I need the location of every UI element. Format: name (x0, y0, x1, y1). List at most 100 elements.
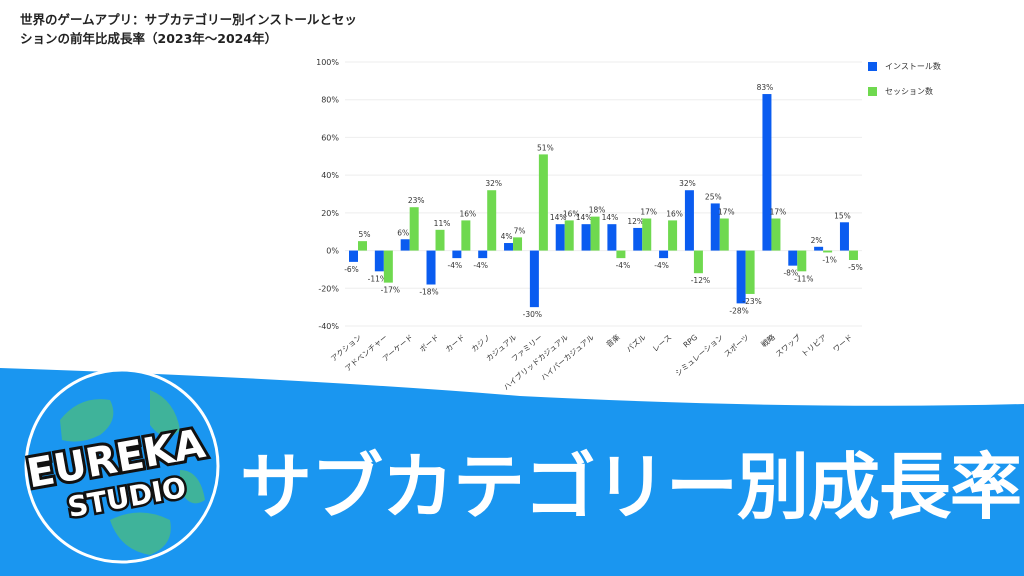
chart-title: 世界のゲームアプリ：サブカテゴリー別インストールとセッションの前年比成長率（20… (20, 12, 357, 46)
y-tick-label: 100% (316, 58, 339, 67)
data-label: 51% (537, 143, 554, 152)
bar-installs (581, 224, 591, 251)
data-label: -5% (848, 263, 863, 272)
data-label: -30% (523, 310, 542, 319)
bar-installs (555, 224, 565, 251)
bar-installs (504, 243, 514, 251)
bar-sessions (719, 218, 729, 251)
data-label: 17% (640, 208, 657, 217)
bar-installs (788, 250, 798, 266)
data-label: 17% (718, 208, 735, 217)
data-label: -6% (344, 265, 359, 274)
bar-sessions (797, 250, 807, 272)
y-tick-label: -20% (318, 284, 339, 293)
bar-sessions (358, 241, 367, 251)
bar-installs (814, 246, 824, 251)
bar-installs (374, 250, 384, 272)
bar-sessions (513, 237, 523, 251)
data-label: 18% (589, 206, 606, 215)
data-label: 17% (770, 208, 787, 217)
bar-installs (839, 222, 849, 251)
data-label: 4% (501, 232, 513, 241)
data-label: 32% (679, 179, 696, 188)
data-label: -1% (822, 255, 837, 264)
data-label: 7% (514, 226, 526, 235)
bar-installs (529, 250, 539, 308)
data-label: -12% (691, 276, 710, 285)
y-tick-label: -40% (318, 322, 339, 331)
legend-swatch-installs (868, 62, 877, 71)
legend-label-installs: インストール数 (885, 62, 941, 71)
y-tick-label: 80% (321, 96, 339, 105)
data-label: -28% (729, 306, 748, 315)
data-label: 15% (834, 211, 851, 220)
banner-background (0, 368, 1024, 576)
bar-sessions (642, 218, 652, 251)
data-label: -18% (419, 288, 438, 297)
bar-sessions (435, 229, 445, 251)
data-label: 32% (485, 179, 502, 188)
data-label: -11% (794, 274, 813, 283)
data-label: -4% (473, 261, 488, 270)
data-label: -11% (368, 274, 387, 283)
data-label: 12% (627, 217, 644, 226)
bar-sessions (616, 250, 626, 259)
data-label: 23% (408, 196, 425, 205)
bar-sessions (590, 216, 600, 251)
legend-item-installs: インストール数 (868, 61, 941, 72)
bar-sessions (564, 220, 574, 251)
bar-installs (710, 203, 720, 251)
data-label: 2% (811, 236, 823, 245)
data-label: 5% (359, 230, 371, 239)
bar-sessions (823, 250, 833, 253)
legend-label-sessions: セッション数 (885, 87, 933, 96)
bar-installs (478, 250, 488, 259)
bar-sessions (461, 220, 471, 251)
data-label: 83% (757, 83, 774, 92)
data-label: 16% (666, 209, 683, 218)
data-label: -4% (654, 261, 669, 270)
bar-sessions (745, 250, 755, 294)
data-label: -23% (742, 297, 761, 306)
data-label: -8% (783, 269, 798, 278)
bar-sessions (487, 190, 497, 251)
bar-installs (684, 190, 694, 251)
data-label: 14% (602, 213, 619, 222)
bar-installs (762, 94, 772, 251)
data-label: 25% (705, 192, 722, 201)
data-label: -4% (448, 261, 463, 270)
bar-sessions (848, 250, 858, 260)
bar-sessions (538, 154, 548, 251)
data-label: 6% (397, 228, 409, 237)
y-tick-label: 20% (321, 209, 339, 218)
bar-installs (736, 250, 746, 304)
data-label: 11% (434, 219, 451, 228)
bar-installs (452, 250, 462, 259)
data-label: -17% (381, 286, 400, 295)
bar-installs (607, 224, 617, 251)
data-label: -4% (616, 261, 631, 270)
bar-sessions (771, 218, 781, 251)
data-label: 16% (460, 209, 477, 218)
bar-sessions (409, 207, 419, 251)
bar-sessions (693, 250, 703, 274)
data-label: 16% (563, 209, 580, 218)
y-tick-label: 40% (321, 171, 339, 180)
data-label: 14% (550, 213, 567, 222)
bar-installs (633, 227, 643, 251)
bar-installs (400, 239, 410, 251)
legend-swatch-sessions (868, 87, 877, 96)
banner-title: サブカテゴリー別成長率 (240, 445, 1022, 529)
bar-installs (426, 250, 436, 285)
bar-installs (659, 250, 669, 259)
logo-globe-icon (24, 368, 220, 564)
legend-item-sessions: セッション数 (868, 86, 933, 97)
y-tick-label: 0% (326, 247, 339, 256)
bar-sessions (383, 250, 393, 283)
bar-sessions (668, 220, 678, 251)
data-label: 14% (576, 213, 593, 222)
y-tick-label: 60% (321, 133, 339, 142)
bar-installs (349, 250, 358, 262)
